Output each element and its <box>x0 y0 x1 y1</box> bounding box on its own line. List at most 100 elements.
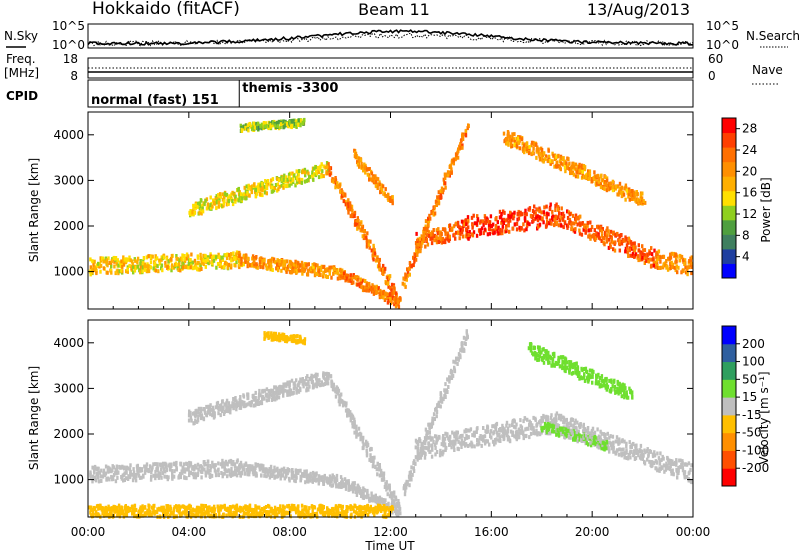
echo-cell <box>503 428 506 433</box>
echo-cell <box>547 360 550 365</box>
echo-cell <box>519 428 522 433</box>
echo-cell <box>334 478 338 482</box>
echo-cell <box>431 421 435 425</box>
echo-cell <box>284 469 287 473</box>
echo-cell <box>412 469 416 473</box>
echo-cell <box>522 147 525 152</box>
echo-cell <box>342 271 346 276</box>
echo-cell <box>440 442 443 447</box>
echo-cell <box>93 267 96 272</box>
echo-cell <box>511 422 514 427</box>
echo-cell <box>259 187 262 192</box>
echo-cell <box>345 401 348 406</box>
echo-cell <box>282 181 285 186</box>
echo-cell <box>288 478 291 483</box>
echo-cell <box>687 461 691 466</box>
echo-cell <box>523 211 526 216</box>
echo-cell <box>279 476 282 481</box>
echo-cell <box>464 234 468 239</box>
echo-cell <box>442 177 445 182</box>
echo-cell <box>455 356 459 361</box>
echo-cell <box>511 137 514 142</box>
echo-cell <box>448 234 451 239</box>
echo-cell <box>442 434 445 438</box>
echo-cell <box>120 268 123 273</box>
echo-cell <box>570 164 574 169</box>
echo-cell <box>221 258 225 262</box>
echo-cell <box>505 431 508 436</box>
echo-cell <box>457 447 460 452</box>
echo-cell <box>532 146 535 151</box>
echo-cell <box>468 442 472 447</box>
echo-cell <box>154 254 157 259</box>
echo-cell <box>498 227 502 232</box>
echo-cell <box>521 141 524 146</box>
echo-cell <box>566 166 569 171</box>
echo-cell <box>255 255 258 259</box>
echo-cell <box>406 273 409 278</box>
echo-cell <box>318 167 322 172</box>
echo-cell <box>175 467 178 472</box>
echo-cell <box>208 260 211 265</box>
echo-cell <box>652 261 656 266</box>
echo-cell <box>596 427 599 432</box>
echo-cell <box>259 124 262 129</box>
echo-cell <box>265 183 268 188</box>
echo-cell <box>500 220 503 225</box>
echo-cell <box>305 479 309 484</box>
echo-cell <box>359 437 362 442</box>
echo-cell <box>600 239 603 243</box>
echo-cell <box>126 267 129 272</box>
echo-cell <box>110 474 113 479</box>
echo-cell <box>114 479 118 484</box>
echo-cell <box>656 468 659 473</box>
echo-cell <box>334 394 338 399</box>
echo-cell <box>425 446 428 451</box>
echo-cell <box>369 287 373 292</box>
echo-cell <box>525 426 528 431</box>
echo-cell <box>599 435 602 440</box>
echo-cell <box>420 243 423 248</box>
echo-cell <box>609 434 612 439</box>
echo-cell <box>139 261 142 266</box>
echo-cell <box>305 386 309 391</box>
echo-cell <box>127 474 130 479</box>
echo-cell <box>321 274 325 279</box>
echo-cell <box>249 186 252 191</box>
echo-cell <box>246 190 249 195</box>
echo-cell <box>334 270 337 275</box>
echo-cell <box>669 459 673 463</box>
echo-cell <box>263 261 266 266</box>
colorbar-swatch <box>722 190 736 206</box>
echo-cell <box>188 409 191 414</box>
echo-cell <box>689 479 693 484</box>
echo-cell <box>416 249 420 254</box>
echo-cell <box>633 449 636 454</box>
echo-cell <box>340 271 343 276</box>
echo-cell <box>291 472 294 477</box>
echo-cell <box>263 396 266 401</box>
echo-cell <box>446 232 450 237</box>
echo-cell <box>130 472 134 477</box>
echo-cell <box>98 264 101 269</box>
echo-cell <box>439 189 442 194</box>
echo-cell <box>274 474 277 479</box>
echo-cell <box>557 423 561 428</box>
echo-cell <box>417 456 420 460</box>
echo-cell <box>360 224 363 229</box>
echo-cell <box>640 251 643 256</box>
echo-cell <box>370 491 373 496</box>
echo-cell <box>362 435 365 440</box>
freq-label-line2: [MHz] <box>4 66 39 80</box>
echo-cell <box>494 425 497 430</box>
echo-cell <box>685 462 689 467</box>
echo-cell <box>607 229 610 234</box>
echo-cell <box>588 234 592 239</box>
echo-cell <box>239 262 243 267</box>
echo-cell <box>223 402 226 407</box>
echo-cell <box>174 463 178 468</box>
echo-cell <box>630 189 634 193</box>
echo-cell <box>211 255 214 260</box>
echo-cell <box>679 253 682 258</box>
echo-cell <box>234 257 237 261</box>
